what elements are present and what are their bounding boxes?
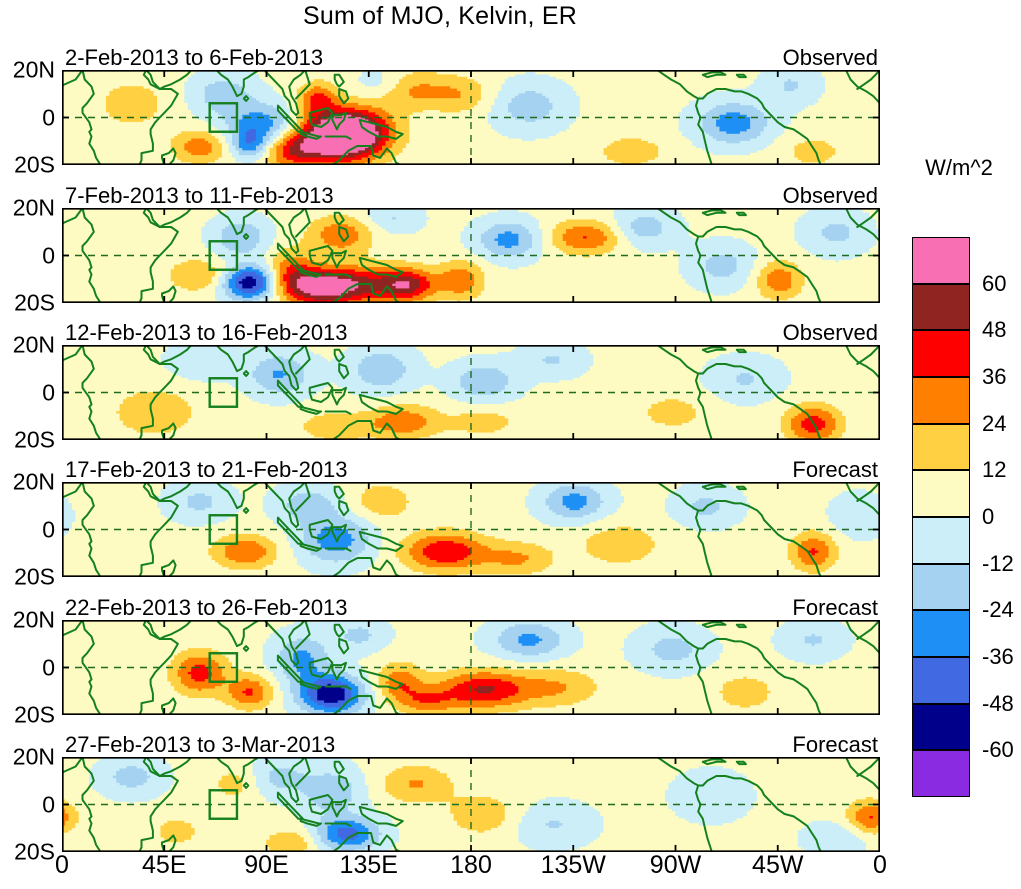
y-axis-label-20s: 20S [14,289,55,316]
map-panel-4: 17-Feb-2013 to 21-Feb-2013 Forecast 20N 0 20… [13,457,880,590]
panel-date-range-1: 2-Feb-2013 to 6-Feb-2013 [65,45,324,70]
x-axis-label-0: 0 [55,851,69,879]
colorbar-tick-label-7: -24 [982,597,1014,623]
colorbar-band-6 [912,517,970,564]
panel-header-2: 7-Feb-2013 to 11-Feb-2013 Observed [62,183,880,208]
y-axis-label-20s: 20S [14,151,55,178]
colorbar-unit-label: W/m^2 [925,155,993,180]
y-axis-label-20s: 20S [14,838,55,865]
x-axis-label-8: 0 [873,851,887,879]
map-panel-2: 7-Feb-2013 to 11-Feb-2013 Observed 20N 0 20S [13,183,880,316]
reference-box [208,514,239,545]
panel-header-1: 2-Feb-2013 to 6-Feb-2013 Observed [62,45,880,70]
map-panel-6: 27-Feb-2013 to 3-Mar-2013 Forecast 20N 0 20S [13,732,880,865]
panel-kind-3: Observed [782,320,878,345]
panel-date-range-5: 22-Feb-2013 to 26-Feb-2013 [65,595,348,620]
panel-date-range-2: 7-Feb-2013 to 11-Feb-2013 [65,183,334,208]
y-axis-label-0: 0 [42,791,55,817]
y-axis-label-20n: 20N [12,331,55,358]
y-axis-label-0: 0 [42,516,55,542]
colorbar-band-9 [912,657,970,704]
map-panel-5: 22-Feb-2013 to 26-Feb-2013 Forecast 20N 0 20… [13,595,880,728]
map-panel-3: 12-Feb-2013 to 16-Feb-2013 Observed 20N 0 20… [13,320,880,453]
colorbar-tick-label-4: 12 [982,457,1007,483]
panel-kind-6: Forecast [792,732,878,757]
panel-kind-4: Forecast [792,457,878,482]
reference-box [208,789,239,820]
panel-field-4 [62,482,880,577]
colorbar-tick-label-5: 0 [982,504,995,529]
y-axis-label-20s: 20S [14,701,55,728]
panel-field-5 [62,620,880,715]
colorbar-band-10 [912,703,970,751]
colorbar-tick-label-0: 60 [982,270,1007,296]
y-axis-label-20n: 20N [12,606,55,633]
y-axis-label-20s: 20S [14,426,55,453]
y-axis-label-0: 0 [42,104,55,130]
y-axis-label-0: 0 [42,379,55,405]
colorbar-tick-label-8: -36 [982,644,1014,669]
colorbar-band-0 [912,237,970,284]
x-axis-label-5: 135W [540,851,606,879]
panel-date-range-6: 27-Feb-2013 to 3-Mar-2013 [65,732,336,757]
reference-box [208,102,239,133]
colorbar-tick-label-1: 48 [982,317,1007,343]
colorbar-band-7 [912,563,970,611]
figure-title: Sum of MJO, Kelvin, ER [303,2,577,30]
x-axis-label-1: 45E [142,851,187,879]
x-axis-label-2: 90E [244,851,289,879]
reference-box [208,240,239,271]
y-axis-label-20n: 20N [12,194,55,221]
panel-kind-1: Observed [782,45,878,70]
panel-header-6: 27-Feb-2013 to 3-Mar-2013 Forecast [62,732,880,757]
panel-header-5: 22-Feb-2013 to 26-Feb-2013 Forecast [62,595,880,620]
x-axis-label-3: 135E [339,851,398,879]
panel-field-6 [62,757,880,852]
panel-header-4: 17-Feb-2013 to 21-Feb-2013 Forecast [62,457,880,482]
y-axis-label-20s: 20S [14,563,55,590]
panel-date-range-4: 17-Feb-2013 to 21-Feb-2013 [65,457,348,482]
y-axis-label-20n: 20N [12,56,55,83]
reference-box [208,377,239,408]
panel-kind-5: Forecast [792,595,878,620]
colorbar-tick-label-2: 36 [982,364,1007,389]
y-axis-label-20n: 20N [12,743,55,770]
y-axis-label-20n: 20N [12,468,55,495]
y-axis-label-0: 0 [42,242,55,268]
x-axis-label-4: 180 [450,851,492,879]
panel-header-3: 12-Feb-2013 to 16-Feb-2013 Observed [62,320,880,345]
x-axis-label-6: 90W [649,851,702,879]
x-axis-label-7: 45W [752,851,804,879]
panel-field-1 [62,70,880,165]
panel-date-range-3: 12-Feb-2013 to 16-Feb-2013 [65,320,348,345]
colorbar-band-1 [912,283,970,331]
colorbar-band-3 [912,377,970,424]
panel-kind-2: Observed [782,183,878,208]
colorbar-band-11 [912,750,970,797]
colorbar-tick-label-9: -48 [982,690,1014,716]
colorbar-band-8 [912,610,970,657]
colorbar-band-4 [912,423,970,471]
colorbar-tick-label-10: -60 [982,737,1014,763]
colorbar-band-2 [912,330,970,377]
colorbar-tick-label-3: 24 [982,410,1007,436]
colorbar-tick-label-6: -12 [982,550,1014,576]
panel-field-2 [62,208,880,303]
colorbar-band-5 [912,470,970,517]
map-panel-1: 2-Feb-2013 to 6-Feb-2013 Observed 20N 0 20S [13,45,880,178]
panel-field-3 [62,345,880,440]
y-axis-label-0: 0 [42,654,55,680]
reference-box [208,652,239,683]
